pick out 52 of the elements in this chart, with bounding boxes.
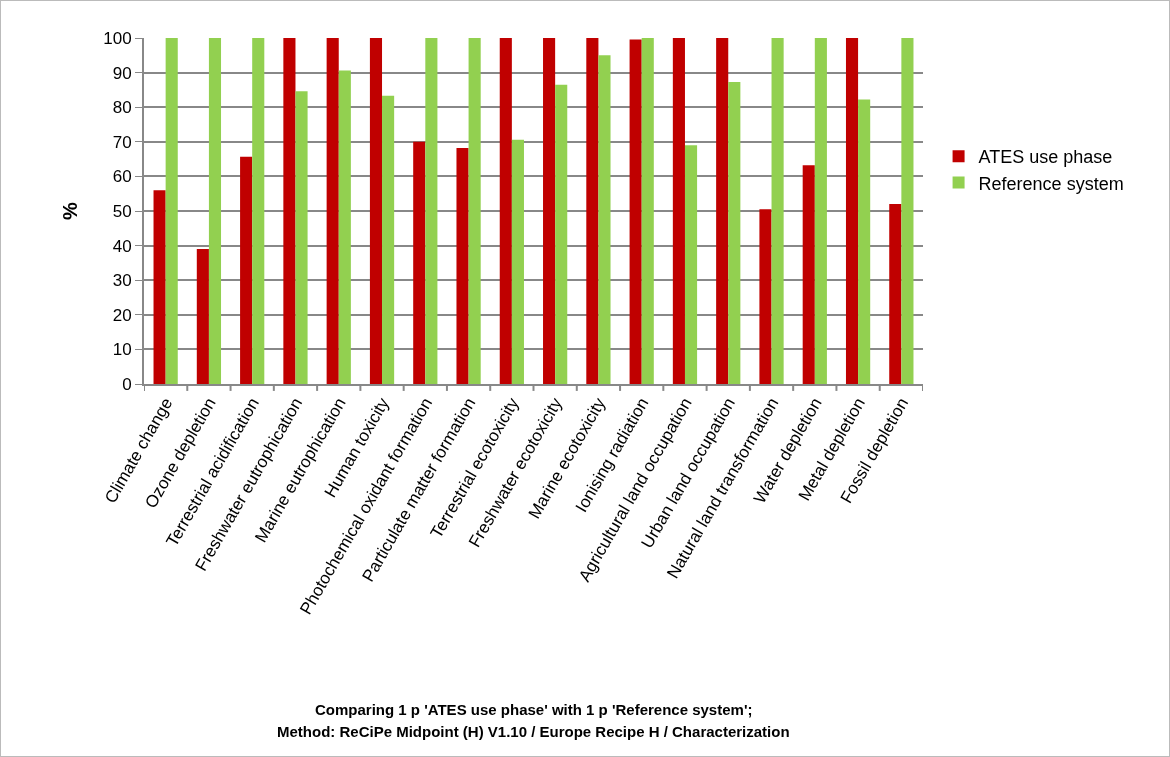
bar — [814, 38, 827, 384]
y-tick-label: 100 — [103, 28, 132, 48]
text: Method: ReCiPe Midpoint (H) V1.10 / Europe Recipe H / Characterization — [277, 723, 790, 740]
bar — [468, 38, 481, 384]
legend-label: ATES use phase — [978, 147, 1113, 168]
bar — [598, 55, 611, 384]
y-tick-label: 60 — [112, 167, 132, 187]
bar — [425, 38, 438, 384]
y-tick-label: 30 — [112, 271, 132, 291]
bar — [511, 139, 524, 384]
y-tick-label: 40 — [112, 236, 132, 256]
bar — [716, 38, 729, 384]
bar — [629, 39, 642, 384]
bar — [413, 141, 426, 384]
y-tick-label: 70 — [112, 132, 132, 152]
bar — [382, 95, 395, 384]
bar — [802, 165, 815, 384]
bar — [456, 148, 469, 384]
bar — [555, 84, 568, 384]
bar — [889, 204, 902, 384]
y-tick-label: 20 — [112, 305, 132, 325]
bar — [208, 38, 222, 384]
bar — [326, 38, 339, 384]
bar — [641, 38, 654, 384]
bar — [153, 190, 166, 384]
y-tick-label: 10 — [112, 340, 132, 360]
y-tick-label: 80 — [112, 98, 132, 118]
bar — [338, 70, 351, 384]
y-tick-label: 50 — [112, 201, 132, 221]
legend-label: Reference system — [978, 173, 1124, 194]
bar — [240, 156, 253, 384]
y-tick-label: 0 — [122, 374, 132, 394]
bar — [295, 91, 308, 384]
text: Comparing 1 p 'ATES use phase' with 1 p 'Reference system'; — [315, 701, 753, 718]
bar — [586, 38, 599, 384]
bar — [759, 209, 772, 384]
bar — [858, 99, 871, 384]
bar — [684, 145, 698, 384]
bar — [728, 81, 741, 384]
bar — [283, 38, 296, 384]
bar — [369, 38, 383, 384]
bar — [543, 38, 556, 384]
bar — [771, 38, 784, 384]
bar — [499, 38, 512, 384]
bar — [165, 38, 178, 384]
bar — [901, 38, 914, 384]
y-axis-title: % — [59, 201, 82, 220]
bar — [196, 249, 209, 384]
bar — [252, 38, 265, 384]
bar — [672, 38, 685, 384]
y-tick-label: 90 — [112, 63, 132, 83]
bar — [845, 38, 859, 384]
